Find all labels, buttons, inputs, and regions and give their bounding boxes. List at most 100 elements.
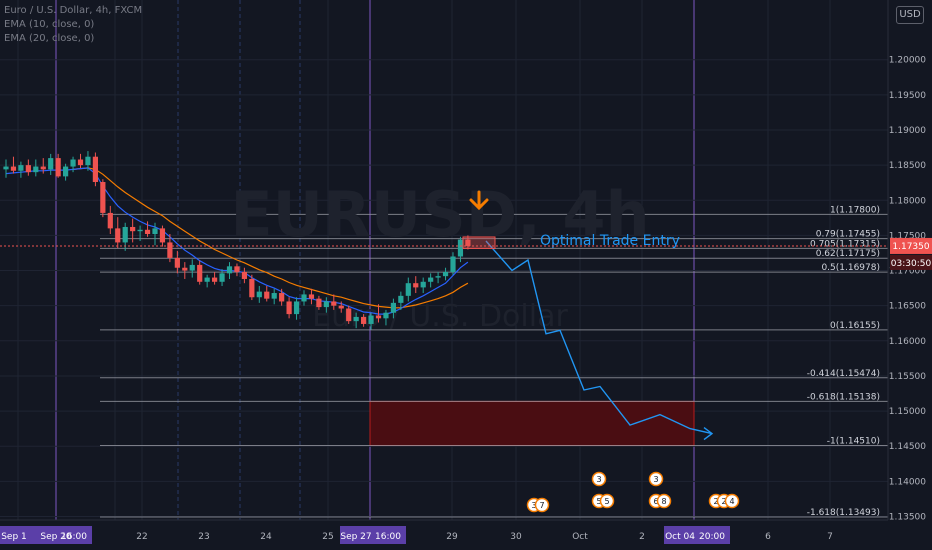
event-badge-count: 5 xyxy=(596,497,601,506)
candle xyxy=(25,159,31,176)
candle xyxy=(77,153,84,168)
candle-body xyxy=(264,291,270,299)
time-axis[interactable] xyxy=(0,520,932,550)
candle-body xyxy=(63,166,69,177)
time-tick-label: 30 xyxy=(510,532,522,542)
candle xyxy=(390,298,396,319)
candle xyxy=(100,179,106,218)
candle-body xyxy=(383,312,389,319)
candle xyxy=(130,218,136,243)
candle xyxy=(346,305,352,324)
candle-body xyxy=(3,166,9,170)
fib-level-label: -0.414(1.15474) xyxy=(807,369,880,379)
candle xyxy=(234,263,240,277)
candle xyxy=(383,309,389,326)
candle-body xyxy=(189,264,195,271)
candle xyxy=(405,277,411,302)
candle xyxy=(33,159,39,177)
event-badge-count: 6 xyxy=(653,497,658,506)
candle xyxy=(465,235,471,250)
time-tick-label: Sep 27 xyxy=(340,532,371,542)
candle-body xyxy=(204,277,210,282)
candle xyxy=(115,217,121,249)
candle-body xyxy=(375,315,382,319)
time-tick-label: 2 xyxy=(639,532,645,542)
projection-arrowhead xyxy=(703,427,714,441)
fib-level-label: -0.618(1.15138) xyxy=(807,392,880,402)
candle xyxy=(85,151,91,171)
candle xyxy=(189,259,195,278)
candle-body xyxy=(346,308,352,322)
candle xyxy=(167,234,173,263)
candle xyxy=(122,222,128,251)
candle xyxy=(428,273,434,288)
candle xyxy=(375,304,382,323)
candle-body xyxy=(122,226,128,243)
time-tick-label: 22 xyxy=(136,532,147,542)
candle-body xyxy=(55,158,61,177)
candle xyxy=(10,156,17,174)
candle-body xyxy=(450,256,456,272)
time-tick-label: 6 xyxy=(765,532,771,542)
candle-body xyxy=(442,271,449,277)
candle-body xyxy=(316,298,322,308)
candle xyxy=(279,288,285,306)
candle-body xyxy=(85,156,91,166)
event-badge-count: 4 xyxy=(729,497,734,506)
candle xyxy=(264,286,270,302)
watermark-symbol: EURUSD, 4h xyxy=(230,178,649,251)
candle-body xyxy=(435,276,441,278)
candle-body xyxy=(197,264,203,282)
event-badge-count: 8 xyxy=(661,497,666,506)
price-tick-label: 1.16500 xyxy=(889,302,926,312)
target-zone xyxy=(369,400,695,447)
current-price-tag xyxy=(890,237,932,254)
candle xyxy=(256,286,262,303)
candle xyxy=(107,205,113,234)
candle xyxy=(398,291,404,310)
candle xyxy=(368,312,374,330)
candle-body xyxy=(338,305,344,309)
candle-body xyxy=(18,165,24,171)
chart-legend: Euro / U.S. Dollar, 4h, FXCM EMA (10, cl… xyxy=(4,4,142,46)
time-label-highlight xyxy=(664,526,730,544)
fib-level-label: -1.618(1.13493) xyxy=(807,508,880,518)
price-tick-label: 1.17500 xyxy=(889,231,926,241)
fib-level-label: 0.62(1.17175) xyxy=(816,249,880,259)
candle xyxy=(219,269,225,286)
candle-body xyxy=(25,165,31,173)
event-badge-count: 7 xyxy=(539,501,544,510)
candle-body xyxy=(115,228,121,243)
price-axis[interactable] xyxy=(888,0,932,550)
candle-body xyxy=(77,159,84,166)
event-badge-icon[interactable] xyxy=(724,493,740,509)
price-tick-label: 1.16000 xyxy=(889,337,926,347)
event-badge-icon[interactable] xyxy=(656,493,672,509)
event-group[interactable]: 3 xyxy=(591,471,607,487)
fib-level-label: 0.79(1.17455) xyxy=(816,230,880,240)
candle xyxy=(48,153,54,175)
candle-body xyxy=(301,294,307,302)
candle-body xyxy=(10,166,17,171)
event-badge-icon[interactable] xyxy=(599,493,615,509)
candle-body xyxy=(159,228,166,243)
event-badge-icon[interactable] xyxy=(648,471,664,487)
candle-body xyxy=(390,302,396,313)
event-badge-count: 3 xyxy=(653,475,658,484)
price-tick-label: 1.17000 xyxy=(889,267,926,277)
candle-body xyxy=(323,301,329,308)
time-tick-label: 20:00 xyxy=(699,532,725,542)
currency-button[interactable]: USD xyxy=(896,6,924,24)
event-badge-icon[interactable] xyxy=(534,497,550,513)
candle-body xyxy=(130,226,136,232)
candle xyxy=(204,274,210,288)
event-group[interactable]: 3 xyxy=(648,471,664,487)
candle xyxy=(293,297,300,320)
event-badge-icon[interactable] xyxy=(591,471,607,487)
candle xyxy=(331,294,337,310)
